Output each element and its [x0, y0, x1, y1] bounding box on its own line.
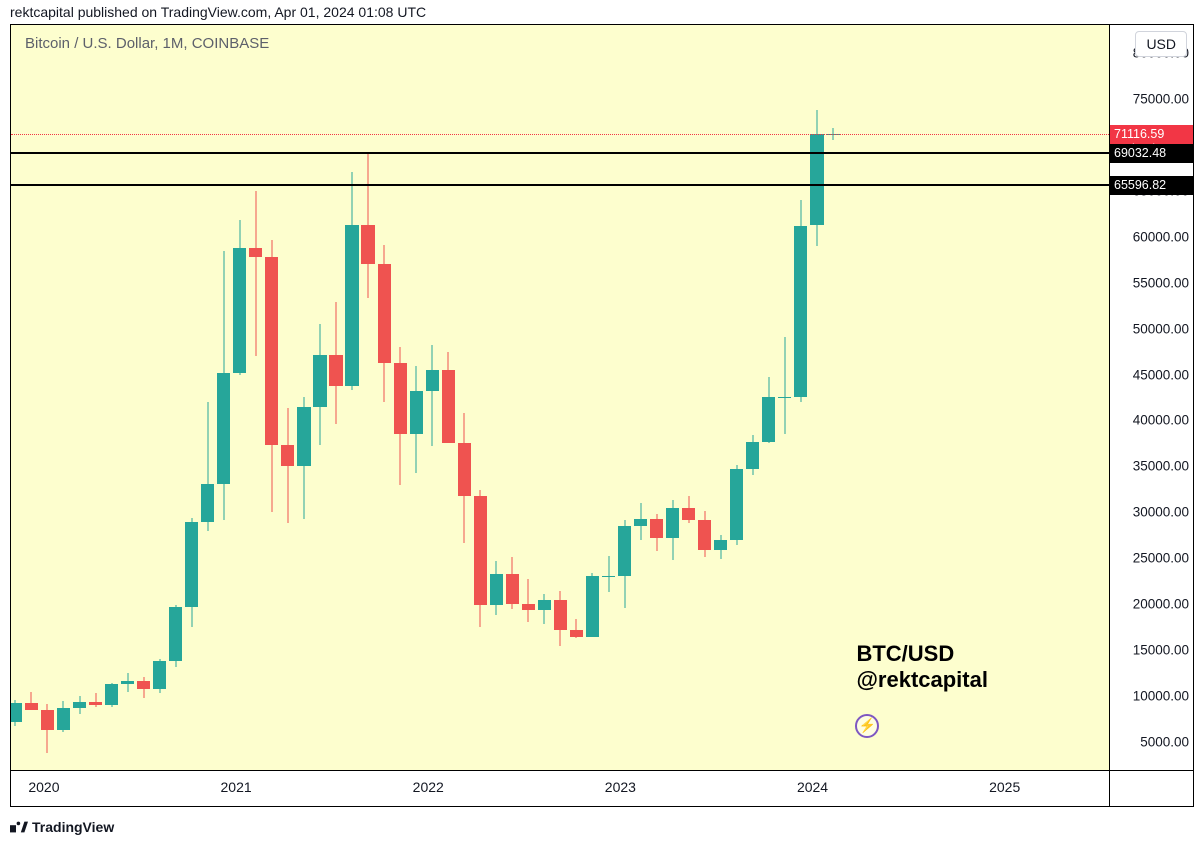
bolt-icon[interactable]: ⚡: [855, 714, 879, 738]
candle[interactable]: [490, 25, 503, 770]
y-tick-label: 25000.00: [1133, 551, 1189, 566]
candle[interactable]: [297, 25, 310, 770]
y-tick-label: 30000.00: [1133, 505, 1189, 520]
candle[interactable]: [442, 25, 455, 770]
price-line: [11, 134, 1109, 135]
candle[interactable]: [602, 25, 615, 770]
candle[interactable]: [313, 25, 326, 770]
candle[interactable]: [474, 25, 487, 770]
candle[interactable]: [121, 25, 134, 770]
candle[interactable]: [265, 25, 278, 770]
candle[interactable]: [169, 25, 182, 770]
candle[interactable]: [730, 25, 743, 770]
candle[interactable]: [570, 25, 583, 770]
candle[interactable]: [794, 25, 807, 770]
candle[interactable]: [11, 25, 22, 770]
candle[interactable]: [778, 25, 791, 770]
candle[interactable]: [538, 25, 551, 770]
candle[interactable]: [281, 25, 294, 770]
candle[interactable]: [153, 25, 166, 770]
tradingview-logo: TradingView: [10, 819, 114, 835]
y-tick-label: 10000.00: [1133, 689, 1189, 704]
symbol-line: Bitcoin / U.S. Dollar, 1M, COINBASE: [25, 35, 269, 52]
candle[interactable]: [650, 25, 663, 770]
horizontal-line: [11, 184, 1109, 186]
candle[interactable]: [746, 25, 759, 770]
candle[interactable]: [506, 25, 519, 770]
candle[interactable]: [762, 25, 775, 770]
x-tick-label: 2020: [28, 779, 59, 795]
y-tick-label: 5000.00: [1140, 735, 1189, 750]
candle[interactable]: [682, 25, 695, 770]
y-tick-label: 55000.00: [1133, 275, 1189, 290]
y-tick-label: 50000.00: [1133, 321, 1189, 336]
candle[interactable]: [25, 25, 38, 770]
candle[interactable]: [618, 25, 631, 770]
candle[interactable]: [410, 25, 423, 770]
candle[interactable]: [73, 25, 86, 770]
candle[interactable]: [426, 25, 439, 770]
candle[interactable]: [57, 25, 70, 770]
y-tick-label: 45000.00: [1133, 367, 1189, 382]
candle[interactable]: [698, 25, 711, 770]
x-axis[interactable]: 2020 2021 2022 2023 2024 2025: [11, 770, 1109, 806]
candle[interactable]: [185, 25, 198, 770]
publish-header: rektcapital published on TradingView.com…: [0, 0, 1200, 24]
candle[interactable]: [458, 25, 471, 770]
candle[interactable]: [201, 25, 214, 770]
candle[interactable]: [714, 25, 727, 770]
candle[interactable]: [89, 25, 102, 770]
candle[interactable]: [233, 25, 246, 770]
x-tick-label: 2025: [989, 779, 1020, 795]
candle[interactable]: [378, 25, 391, 770]
chart-frame: Bitcoin / U.S. Dollar, 1M, COINBASE BTC/…: [10, 24, 1194, 807]
candle[interactable]: [522, 25, 535, 770]
currency-box[interactable]: USD: [1135, 31, 1187, 57]
candle[interactable]: [826, 25, 839, 770]
candle[interactable]: [329, 25, 342, 770]
candle[interactable]: [345, 25, 358, 770]
y-axis[interactable]: USD 5000.00 10000.00 15000.00 20000.00 25000…: [1109, 25, 1193, 770]
y-tick-label: 20000.00: [1133, 597, 1189, 612]
candle[interactable]: [217, 25, 230, 770]
candle[interactable]: [249, 25, 262, 770]
y-tick-label: 60000.00: [1133, 229, 1189, 244]
tv-icon: [10, 821, 28, 833]
axis-corner: [1109, 770, 1193, 806]
x-tick-label: 2021: [221, 779, 252, 795]
watermark: BTC/USD@rektcapital: [856, 641, 988, 692]
candle[interactable]: [105, 25, 118, 770]
candle[interactable]: [586, 25, 599, 770]
price-tag: 69032.48: [1110, 144, 1193, 163]
candle[interactable]: [634, 25, 647, 770]
candle[interactable]: [361, 25, 374, 770]
plot-area[interactable]: Bitcoin / U.S. Dollar, 1M, COINBASE BTC/…: [11, 25, 1109, 770]
x-tick-label: 2023: [605, 779, 636, 795]
x-tick-label: 2024: [797, 779, 828, 795]
candle[interactable]: [394, 25, 407, 770]
candle[interactable]: [666, 25, 679, 770]
y-tick-label: 75000.00: [1133, 91, 1189, 106]
x-tick-label: 2022: [413, 779, 444, 795]
y-tick-label: 40000.00: [1133, 413, 1189, 428]
footer-text: TradingView: [32, 819, 114, 835]
candle[interactable]: [137, 25, 150, 770]
candle[interactable]: [554, 25, 567, 770]
price-tag: 65596.82: [1110, 176, 1193, 195]
y-tick-label: 35000.00: [1133, 459, 1189, 474]
horizontal-line: [11, 152, 1109, 154]
candle[interactable]: [810, 25, 823, 770]
y-tick-label: 15000.00: [1133, 643, 1189, 658]
candle[interactable]: [41, 25, 54, 770]
